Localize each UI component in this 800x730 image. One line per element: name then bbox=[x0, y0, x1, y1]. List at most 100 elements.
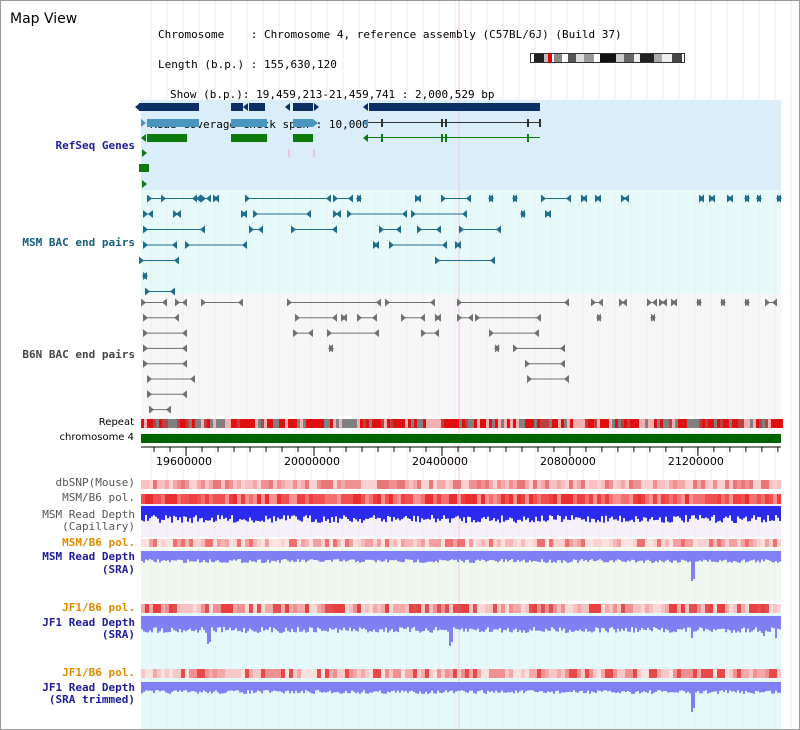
heat-cell bbox=[301, 669, 305, 678]
ideogram-band bbox=[654, 53, 662, 63]
heat-cell bbox=[525, 669, 529, 678]
heat-cell bbox=[449, 494, 453, 504]
heat-cell bbox=[321, 669, 325, 678]
depth-bar bbox=[597, 506, 599, 521]
msm-bac-end bbox=[389, 241, 394, 249]
depth-bar bbox=[701, 506, 703, 519]
depth-bar bbox=[253, 551, 255, 562]
heat-cell bbox=[553, 494, 557, 504]
depth-bar bbox=[339, 506, 341, 519]
msm-pol2-label[interactable]: MSM/B6 pol. bbox=[62, 536, 135, 549]
heat-cell bbox=[461, 604, 465, 613]
axis-tick-label: 20000000 bbox=[284, 455, 340, 468]
heat-cell bbox=[705, 539, 709, 547]
msm-bac-label[interactable]: MSM BAC end pairs bbox=[22, 236, 135, 249]
heat-cell bbox=[405, 604, 409, 613]
heat-cell bbox=[257, 480, 261, 489]
heat-cell bbox=[529, 539, 533, 547]
depth-bar bbox=[339, 551, 341, 562]
depth-bar bbox=[179, 616, 181, 630]
heat-cell bbox=[577, 539, 581, 547]
heat-cell bbox=[765, 669, 769, 678]
depth-bar bbox=[319, 551, 321, 562]
heat-cell bbox=[393, 669, 397, 678]
heat-cell bbox=[581, 494, 585, 504]
heat-cell bbox=[469, 604, 473, 613]
depth-bar bbox=[257, 506, 259, 521]
heat-cell bbox=[333, 604, 337, 613]
heat-cell bbox=[433, 604, 437, 613]
heat-cell bbox=[733, 494, 737, 504]
depth-bar bbox=[689, 551, 691, 562]
repeat-segment bbox=[495, 419, 498, 428]
msm-depth-cap-label[interactable]: MSM Read Depth bbox=[42, 508, 135, 521]
heat-cell bbox=[553, 604, 557, 613]
heat-cell bbox=[653, 669, 657, 678]
depth-bar bbox=[755, 551, 757, 563]
depth-bar bbox=[327, 506, 329, 520]
heat-cell bbox=[141, 604, 145, 613]
heat-cell bbox=[593, 539, 597, 547]
depth-bar bbox=[551, 506, 553, 517]
depth-bar bbox=[303, 551, 305, 560]
depth-bar bbox=[261, 506, 263, 521]
depth-bar bbox=[745, 682, 747, 691]
dbsnp-label[interactable]: dbSNP(Mouse) bbox=[55, 476, 135, 489]
jf1-depth-sra-label[interactable]: JF1 Read Depth bbox=[42, 616, 135, 629]
depth-bar bbox=[497, 506, 499, 520]
heat-cell bbox=[425, 669, 429, 678]
repeat-segment bbox=[528, 419, 531, 428]
heat-cell bbox=[613, 480, 617, 489]
depth-bar bbox=[581, 616, 583, 632]
depth-bar bbox=[525, 551, 527, 563]
heat-cell bbox=[621, 539, 625, 547]
msm-depth-sra-label[interactable]: MSM Read Depth bbox=[42, 550, 135, 563]
depth-bar bbox=[465, 551, 467, 560]
depth-bar bbox=[283, 551, 285, 560]
depth-bar bbox=[459, 551, 461, 560]
depth-bar bbox=[341, 506, 343, 519]
depth-bar bbox=[681, 616, 683, 630]
jf1-pol-label[interactable]: JF1/B6 pol. bbox=[62, 601, 135, 614]
msm-bac-end bbox=[496, 225, 501, 234]
heat-cell bbox=[265, 494, 269, 504]
gene-arrow bbox=[135, 103, 140, 111]
depth-bar bbox=[725, 551, 727, 560]
heat-cell bbox=[729, 539, 733, 547]
b6n-bac-end bbox=[295, 313, 300, 322]
depth-bar bbox=[687, 682, 689, 692]
heat-cell bbox=[529, 480, 533, 489]
heat-cell bbox=[265, 480, 269, 489]
heat-cell bbox=[285, 494, 289, 504]
depth-bar bbox=[431, 551, 433, 562]
depth-bar bbox=[483, 682, 485, 693]
chromosome-track-label: chromosome 4 bbox=[59, 432, 134, 443]
depth-bar bbox=[777, 616, 779, 629]
msm-pol-label[interactable]: MSM/B6 pol. bbox=[62, 491, 135, 504]
jf1-pol2-label[interactable]: JF1/B6 pol. bbox=[62, 666, 135, 679]
depth-bar bbox=[195, 506, 197, 516]
depth-bar bbox=[349, 682, 351, 694]
depth-bar bbox=[233, 551, 235, 560]
heat-cell bbox=[685, 494, 689, 504]
depth-bar bbox=[475, 551, 477, 561]
heat-cell bbox=[637, 539, 641, 547]
gene-exon bbox=[527, 119, 529, 127]
depth-bar bbox=[549, 506, 551, 516]
heat-cell bbox=[729, 494, 733, 504]
chromosome-ideogram[interactable] bbox=[530, 53, 685, 63]
repeat-segment bbox=[759, 419, 762, 428]
depth-bar bbox=[557, 682, 559, 691]
heat-cell bbox=[713, 494, 717, 504]
heat-cell bbox=[645, 480, 649, 489]
depth-bar bbox=[455, 551, 457, 560]
depth-bar bbox=[767, 616, 769, 632]
refseq-genes-label[interactable]: RefSeq Genes bbox=[55, 139, 135, 152]
gene-arrow bbox=[363, 103, 368, 111]
depth-bar bbox=[395, 682, 397, 693]
heat-cell bbox=[209, 539, 213, 547]
jf1-depth-trim-label[interactable]: JF1 Read Depth bbox=[42, 681, 135, 694]
gene-block bbox=[231, 134, 267, 142]
b6n-bac-label[interactable]: B6N BAC end pairs bbox=[22, 348, 135, 361]
